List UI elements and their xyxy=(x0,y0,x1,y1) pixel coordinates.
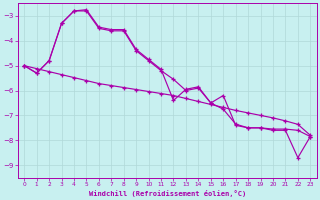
X-axis label: Windchill (Refroidissement éolien,°C): Windchill (Refroidissement éolien,°C) xyxy=(89,190,246,197)
